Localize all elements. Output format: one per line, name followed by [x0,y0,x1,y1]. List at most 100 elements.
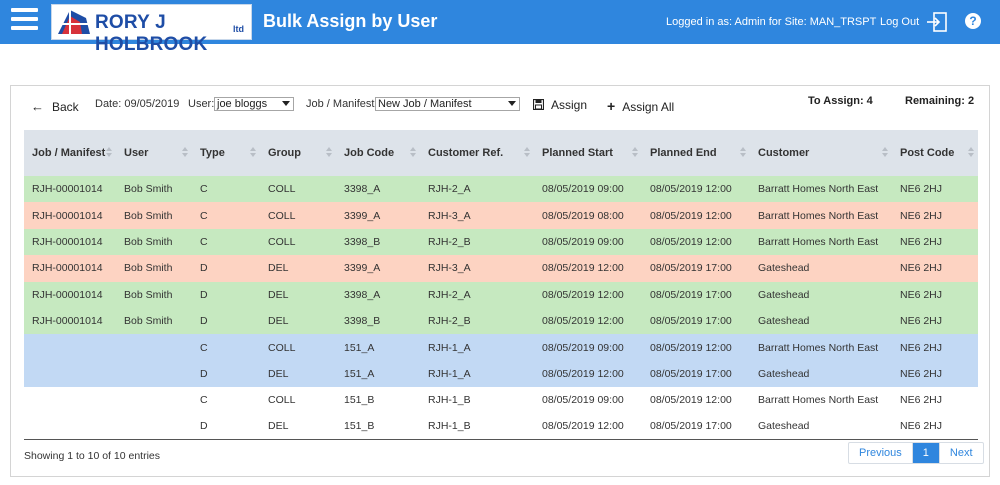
assign-button[interactable]: Assign [532,98,588,112]
chevron-down-icon [282,101,290,106]
table-row[interactable]: RJH-00001014 Bob Smith C COLL 3398_B RJH-2_B 0… [24,228,978,256]
cell-group: DEL [268,262,289,275]
cell-customer: Gateshead [758,262,810,275]
cell-user: Bob Smith [124,288,173,301]
cell-job-manifest: RJH-00001014 [32,209,103,222]
cell-user [116,361,192,387]
cell-group: COLL [268,235,296,248]
table-row[interactable]: D DEL 151_B RJH-1_B 08/05/2019 12:00 08/05/20… [24,413,978,441]
column-header-customer[interactable]: Customer [750,130,892,176]
column-header-group[interactable]: Group [260,130,336,176]
remaining-count: Remaining: 2 [905,95,975,107]
sort-icon [106,147,112,158]
cell-type: D [200,367,208,380]
cell-customer: Barratt Homes North East [758,183,879,196]
cell-post-code: NE6 2HJ [900,209,943,222]
back-button[interactable]: ← Back [31,99,79,114]
cell-post-code: NE6 2HJ [900,367,943,380]
table-row[interactable]: RJH-00001014 Bob Smith D DEL 3399_A RJH-3_A 08… [24,255,978,282]
next-page-button[interactable]: Next [938,443,983,463]
cell-customer-ref: RJH-2_A [428,288,471,301]
cell-type: C [200,183,208,196]
cell-group: DEL [260,413,336,441]
user-label: User: [188,98,215,110]
job-manifest-select[interactable]: New Job / Manifest [375,97,520,111]
logout-link[interactable]: Log Out [880,16,920,28]
page-title: Bulk Assign by User [263,11,438,31]
cell-post-code: NE6 2HJ [900,183,943,196]
previous-page-button[interactable]: Previous [859,447,902,459]
menu-icon[interactable] [11,8,38,34]
pagination: Previous 1 Next [848,442,984,464]
table-row[interactable]: RJH-00001014 Bob Smith D DEL 3398_B RJH-2_B 08… [24,307,978,335]
cell-planned-start: 08/05/2019 12:00 [542,262,624,275]
help-icon[interactable]: ? [965,13,981,29]
cell-planned-start: 08/05/2019 12:00 [534,413,642,441]
cell-job-code: 3399_A [344,209,381,222]
table-row[interactable]: C COLL 151_A RJH-1_A 08/05/2019 09:00 08/05/2… [24,334,978,361]
cell-planned-start: 08/05/2019 09:00 [542,235,624,248]
cell-job-manifest: RJH-00001014 [32,183,103,196]
assign-label: Assign [551,98,588,112]
column-header-user[interactable]: User [116,130,192,176]
cell-customer-ref: RJH-2_A [428,183,471,196]
bulk-assign-panel: ← Back Date: 09/05/2019 User: joe bloggs … [10,85,990,477]
cell-customer-ref: RJH-1_A [428,341,471,354]
cell-planned-end: 08/05/2019 17:00 [642,413,750,441]
cell-customer: Barratt Homes North East [758,209,879,222]
cell-job-manifest [24,361,116,387]
page-1-button[interactable]: 1 [911,443,939,463]
logo-text: RORY J HOLBROOK [95,12,208,55]
sort-icon [182,147,188,158]
job-manifest-label: Job / Manifest: [306,98,378,110]
table-row[interactable]: RJH-00001014 Bob Smith D DEL 3398_A RJH-2_A 08… [24,281,978,308]
cell-post-code: NE6 2HJ [900,394,943,407]
cell-job-code: 3398_A [344,183,381,196]
column-header-job-code[interactable]: Job Code [336,130,420,176]
cell-type: C [200,341,208,354]
sort-icon [326,147,332,158]
cell-job-code: 151_B [344,394,375,407]
cell-post-code: NE6 2HJ [900,315,943,328]
assign-all-label: Assign All [622,100,675,114]
company-logo[interactable]: RORY J HOLBROOK ltd [51,4,252,55]
table-header-row: Job / Manifest User Type Group Job Code … [24,130,978,176]
table-row[interactable]: RJH-00001014 Bob Smith C COLL 3399_A RJH-3_A 0… [24,202,978,229]
column-header-planned-end[interactable]: Planned End [642,130,750,176]
cell-post-code: NE6 2HJ [900,262,943,275]
cell-type: D [200,262,208,275]
table-row[interactable]: D DEL 151_A RJH-1_A 08/05/2019 12:00 08/05/20… [24,360,978,388]
cell-post-code: NE6 2HJ [892,413,978,441]
cell-planned-end: 08/05/2019 12:00 [650,209,732,222]
column-header-post-code[interactable]: Post Code [892,130,978,176]
assign-all-button[interactable]: + Assign All [607,98,674,114]
cell-job-code: 151_A [344,367,375,380]
cell-planned-end: 08/05/2019 17:00 [650,367,732,380]
table-info: Showing 1 to 10 of 10 entries [24,450,161,462]
cell-job-manifest: RJH-00001014 [32,262,103,275]
cell-job-code: 151_B [336,413,420,441]
cell-user: Bob Smith [124,262,173,275]
user-select[interactable]: joe bloggs [214,97,294,111]
cell-customer: Barratt Homes North East [758,394,879,407]
column-header-customer-ref[interactable]: Customer Ref. [420,130,534,176]
cell-customer: Gateshead [758,288,810,301]
column-header-planned-start[interactable]: Planned Start [534,130,642,176]
cell-user: Bob Smith [124,315,173,328]
column-header-job-manifest[interactable]: Job / Manifest [24,130,116,176]
cell-type: C [200,394,208,407]
logout-icon[interactable] [926,11,948,33]
sort-icon [250,147,256,158]
cell-user [116,387,192,413]
sort-icon [632,147,638,158]
cell-customer-ref: RJH-1_B [420,413,534,441]
cell-post-code: NE6 2HJ [900,341,943,354]
top-header-bar: RORY J HOLBROOK ltd Bulk Assign by User … [0,0,1000,55]
column-header-type[interactable]: Type [192,130,260,176]
cell-user: Bob Smith [124,235,173,248]
cell-type: D [192,413,260,441]
table-row[interactable]: C COLL 151_B RJH-1_B 08/05/2019 09:00 08/05/2… [24,387,978,414]
cell-job-code: 151_A [344,341,375,354]
table-row[interactable]: RJH-00001014 Bob Smith C COLL 3398_A RJH-2_A 0… [24,176,978,203]
cell-job-manifest [24,413,116,441]
